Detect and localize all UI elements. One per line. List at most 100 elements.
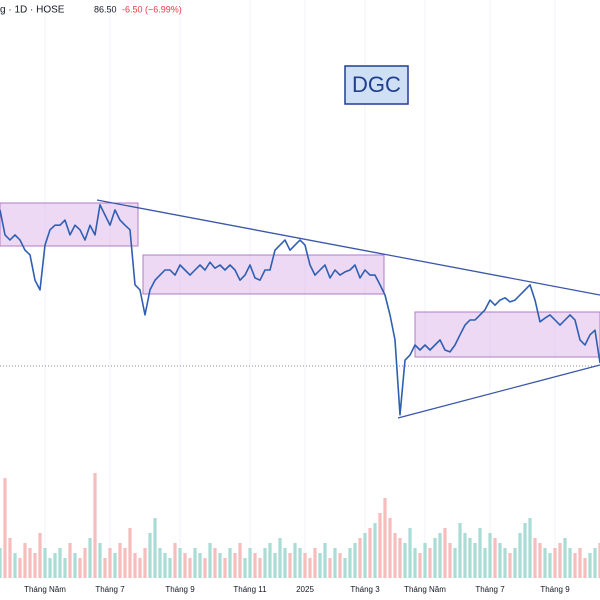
- x-tick-label: Tháng 9: [540, 585, 570, 594]
- volume-bar: [563, 538, 567, 578]
- volume-bar: [388, 518, 392, 578]
- volume-bar: [418, 553, 422, 578]
- chart-title: g · 1D · HOSE: [0, 5, 65, 16]
- volume-bar: [308, 558, 312, 578]
- volume-bar: [348, 548, 352, 578]
- volume-bar: [568, 548, 572, 578]
- volume-bar: [438, 533, 442, 578]
- volume-bar: [98, 543, 102, 578]
- volume-bar: [68, 543, 72, 578]
- volume-bar: [138, 558, 142, 578]
- volume-bar: [163, 553, 167, 578]
- volume-bar: [448, 543, 452, 578]
- volume-bar: [398, 538, 402, 578]
- volume-bar: [23, 543, 27, 578]
- volume-bar: [538, 543, 542, 578]
- last-price: 86.50: [94, 4, 117, 14]
- volume-bar: [328, 558, 332, 578]
- volume-bar: [73, 553, 77, 578]
- volume-bar: [468, 538, 472, 578]
- volume-bar: [258, 558, 262, 578]
- range-box: [0, 202, 139, 247]
- volume-bar: [358, 538, 362, 578]
- volume-bar: [28, 548, 32, 578]
- volume-bar: [343, 558, 347, 578]
- volume-bar: [428, 548, 432, 578]
- volume-bar: [18, 558, 22, 578]
- volume-bar: [318, 553, 322, 578]
- volume-bar: [93, 473, 97, 578]
- volume-bar: [528, 518, 532, 578]
- volume-bar: [423, 543, 427, 578]
- volume-bar: [383, 498, 387, 578]
- volume-bar: [313, 548, 317, 578]
- volume-bar: [48, 558, 52, 578]
- volume-bar: [33, 553, 37, 578]
- volume-bar: [183, 553, 187, 578]
- volume-bar: [268, 543, 272, 578]
- volume-bar: [243, 558, 247, 578]
- volume-bar: [103, 558, 107, 578]
- volume-bar: [513, 548, 517, 578]
- volume-bar: [353, 543, 357, 578]
- volume-bar: [338, 553, 342, 578]
- volume-bar: [223, 558, 227, 578]
- volume-bar: [593, 548, 597, 578]
- volume-bar: [403, 543, 407, 578]
- annotation: DGC: [352, 72, 401, 97]
- volume-bar: [288, 553, 292, 578]
- volume-bar: [578, 548, 582, 578]
- volume-bar: [123, 548, 127, 578]
- x-tick-label: Tháng 3: [350, 585, 380, 594]
- volume-bar: [63, 558, 67, 578]
- volume-bar: [558, 543, 562, 578]
- volume-bar: [503, 548, 507, 578]
- volume-bar: [133, 553, 137, 578]
- volume-bar: [583, 558, 587, 578]
- volume-bar: [188, 558, 192, 578]
- volume-bar: [58, 548, 62, 578]
- volume-bar: [148, 533, 152, 578]
- volume-bar: [393, 533, 397, 578]
- volume-bar: [323, 543, 327, 578]
- volume-bar: [108, 548, 112, 578]
- volume-bar: [218, 553, 222, 578]
- volume-bar: [198, 553, 202, 578]
- volume-bars: [0, 473, 600, 578]
- volume-bar: [373, 523, 377, 578]
- volume-bar: [553, 548, 557, 578]
- volume-bar: [173, 543, 177, 578]
- volume-bar: [483, 548, 487, 578]
- volume-bar: [208, 543, 212, 578]
- volume-bar: [463, 533, 467, 578]
- trendline: [96, 199, 600, 296]
- plot: [0, 204, 600, 416]
- volume-bar: [598, 543, 600, 578]
- volume-bar: [248, 548, 252, 578]
- volume-bar: [88, 538, 92, 578]
- volume-bar: [13, 553, 17, 578]
- trendline: [397, 364, 600, 419]
- volume-bar: [298, 548, 302, 578]
- volume-bar: [433, 538, 437, 578]
- volume-bar: [153, 518, 157, 578]
- volume-bar: [408, 528, 412, 578]
- volume-bar: [128, 528, 132, 578]
- volume-bar: [588, 553, 592, 578]
- x-tick-label: Tháng 7: [475, 585, 505, 594]
- volume-bar: [368, 528, 372, 578]
- volume-bar: [543, 548, 547, 578]
- volume-bar: [78, 558, 82, 578]
- volume-bar: [158, 548, 162, 578]
- volume-bar: [413, 548, 417, 578]
- volume-bar: [228, 548, 232, 578]
- volume-bar: [518, 533, 522, 578]
- volume-bar: [458, 523, 462, 578]
- volume-bar: [213, 548, 217, 578]
- volume-bar: [263, 548, 267, 578]
- volume-bar: [143, 548, 147, 578]
- volume-bar: [3, 478, 7, 578]
- volume-bar: [273, 553, 277, 578]
